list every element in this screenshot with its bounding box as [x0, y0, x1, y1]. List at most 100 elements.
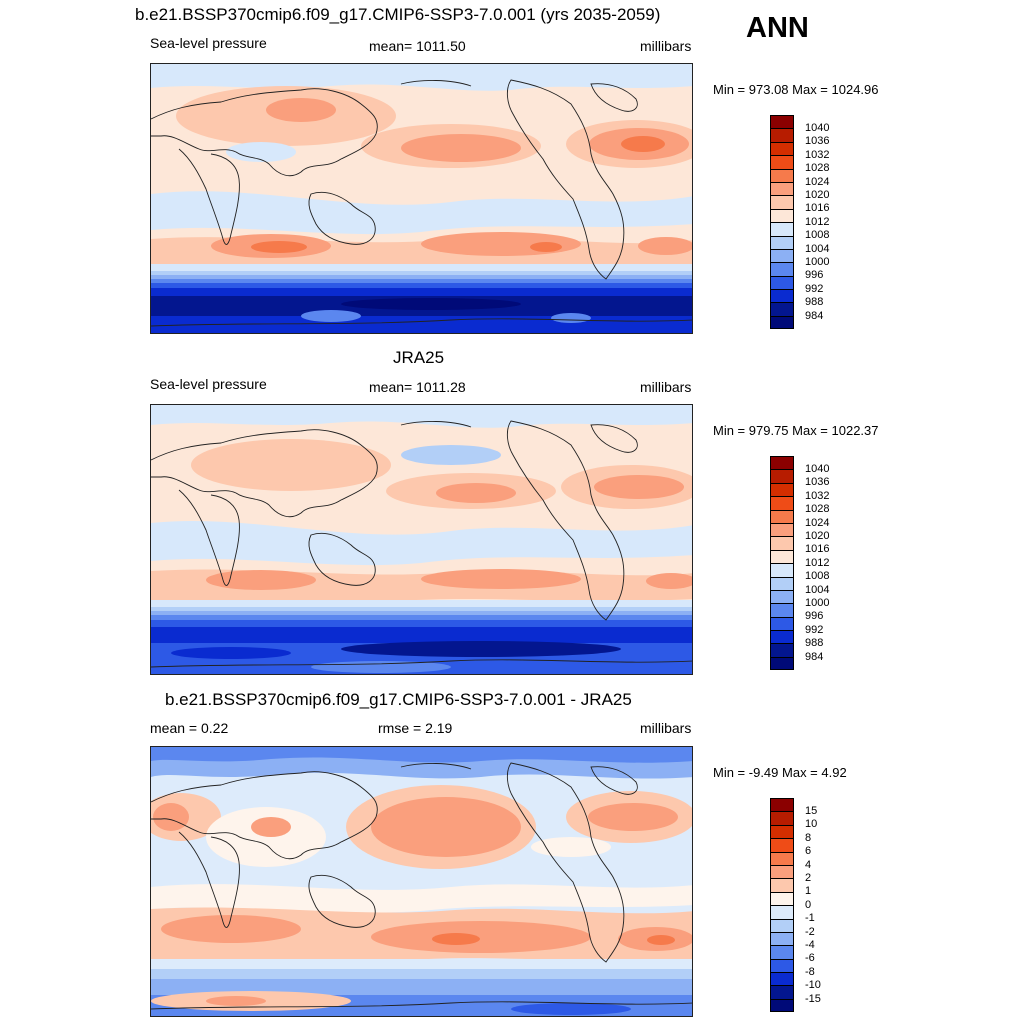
colorbar-swatch: [770, 235, 794, 249]
panel-1-colorbar: 1040 1036 1032 1028 1024 1020 1016 1012 1008 1004…: [770, 115, 829, 330]
colorbar-swatch: [770, 168, 794, 182]
colorbar-swatch: [770, 315, 794, 330]
colorbar-swatch: [770, 878, 794, 892]
colorbar-swatch: [770, 181, 794, 196]
colorbar-tick-label: 992: [805, 282, 824, 295]
colorbar-swatch: [770, 998, 794, 1013]
colorbar-swatch: [770, 905, 794, 919]
colorbar-tick-label: 6: [805, 845, 812, 858]
colorbar-tick-label: 2: [805, 871, 812, 884]
colorbar-tick-label: -2: [805, 925, 815, 938]
colorbar-tick-label: 1024: [805, 175, 830, 188]
colorbar-tick-label: 1: [805, 885, 812, 898]
colorbar-tick-label: -1: [805, 912, 815, 925]
colorbar-swatch: [770, 496, 794, 510]
colorbar-swatch: [770, 945, 794, 959]
colorbar-tick-label: 1008: [805, 229, 830, 242]
colorbar-tick-label: 1020: [805, 188, 830, 201]
colorbar-tick-label: 1016: [805, 202, 830, 215]
panel-2-units-label: millibars: [640, 379, 692, 395]
colorbar-tick-label: 8: [805, 831, 812, 844]
panel-1-title: b.e21.BSSP370cmip6.f09_g17.CMIP6-SSP3-7.…: [135, 5, 661, 24]
colorbar-tick-label: 1004: [805, 242, 830, 255]
colorbar-tick-label: 1008: [805, 570, 830, 583]
panel-3-title: b.e21.BSSP370cmip6.f09_g17.CMIP6-SSP3-7.…: [165, 690, 632, 709]
panel-3-rmse-label: rmse = 2.19: [378, 720, 453, 736]
colorbar-swatch: [770, 824, 794, 839]
colorbar-swatch: [770, 522, 794, 537]
colorbar-swatch: [770, 972, 794, 986]
colorbar-swatch: [770, 469, 794, 483]
colorbar-tick-label: 1016: [805, 543, 830, 556]
colorbar-swatch: [770, 208, 794, 223]
colorbar-swatch: [770, 128, 794, 142]
colorbar-tick-label: 1024: [805, 516, 830, 529]
colorbar-swatch: [770, 576, 794, 590]
colorbar-swatch: [770, 931, 794, 946]
panel-2-minmax: Min = 979.75 Max = 1022.37: [713, 423, 879, 438]
panel-2-map: [150, 404, 693, 675]
colorbar-swatch: [770, 141, 794, 156]
panel-3-colorbar: 15 10 8 6 4 2 1 0 -1 -2 -4 -6 -8 -10 -15: [770, 798, 821, 1013]
colorbar-tick-label: 15: [805, 804, 818, 817]
colorbar-swatch: [770, 603, 794, 617]
colorbar-tick-label: 1040: [805, 121, 830, 134]
colorbar-tick-label: 1028: [805, 503, 830, 516]
colorbar-swatch: [770, 851, 794, 865]
colorbar-swatch: [770, 248, 794, 263]
colorbar-swatch: [770, 222, 794, 236]
colorbar-tick-label: -4: [805, 938, 815, 951]
panel-3-map: [150, 746, 693, 1017]
colorbar-tick-label: -10: [805, 979, 821, 992]
colorbar-swatch: [770, 918, 794, 932]
panel-3-mean-label: mean = 0.22: [150, 720, 229, 736]
colorbar-swatch: [770, 798, 794, 812]
panel-2-title: JRA25: [393, 348, 445, 367]
colorbar-tick-label: 984: [805, 650, 824, 663]
colorbar-tick-label: 1036: [805, 476, 830, 489]
colorbar-swatch: [770, 811, 794, 825]
panel-3-contour-map: [151, 747, 692, 1016]
panel-2-variable-label: Sea-level pressure: [150, 376, 267, 392]
colorbar-swatch: [770, 155, 794, 169]
colorbar-swatch: [770, 864, 794, 879]
colorbar-swatch: [770, 549, 794, 564]
colorbar-swatch: [770, 195, 794, 209]
colorbar-tick-label: -8: [805, 965, 815, 978]
colorbar-tick-label: 1012: [805, 556, 830, 569]
colorbar-tick-label: 1004: [805, 583, 830, 596]
colorbar-tick-label: 992: [805, 623, 824, 636]
colorbar-tick-label: 1000: [805, 596, 830, 609]
colorbar-tick-label: 1040: [805, 462, 830, 475]
colorbar-tick-label: 10: [805, 818, 818, 831]
panel-1-mean-label: mean= 1011.50: [369, 38, 466, 54]
panel-1-units-label: millibars: [640, 38, 692, 54]
colorbar-tick-label: 1028: [805, 162, 830, 175]
colorbar-tick-label: -15: [805, 992, 821, 1005]
colorbar-tick-label: -6: [805, 952, 815, 965]
panel-1-variable-label: Sea-level pressure: [150, 35, 267, 51]
colorbar-swatch: [770, 115, 794, 129]
colorbar-swatch: [770, 589, 794, 604]
panel-1-contour-map: [151, 64, 692, 333]
colorbar-tick-label: 988: [805, 637, 824, 650]
panel-1-minmax: Min = 973.08 Max = 1024.96: [713, 82, 879, 97]
panel-2-colorbar: 1040 1036 1032 1028 1024 1020 1016 1012 1008 1004…: [770, 456, 829, 671]
colorbar-swatch: [770, 289, 794, 303]
colorbar-tick-label: 996: [805, 610, 824, 623]
colorbar-tick-label: 4: [805, 858, 812, 871]
colorbar-swatch: [770, 616, 794, 631]
colorbar-swatch: [770, 958, 794, 973]
colorbar-tick-label: 988: [805, 296, 824, 309]
panel-2-contour-map: [151, 405, 692, 674]
colorbar-swatch: [770, 630, 794, 644]
colorbar-tick-label: 1036: [805, 135, 830, 148]
colorbar-swatch: [770, 536, 794, 550]
colorbar-swatch: [770, 482, 794, 497]
colorbar-tick-label: 1032: [805, 148, 830, 161]
colorbar-swatch: [770, 891, 794, 906]
colorbar-tick-label: 1012: [805, 215, 830, 228]
panel-3-minmax: Min = -9.49 Max = 4.92: [713, 765, 847, 780]
colorbar-swatch: [770, 643, 794, 657]
colorbar-tick-label: 984: [805, 309, 824, 322]
